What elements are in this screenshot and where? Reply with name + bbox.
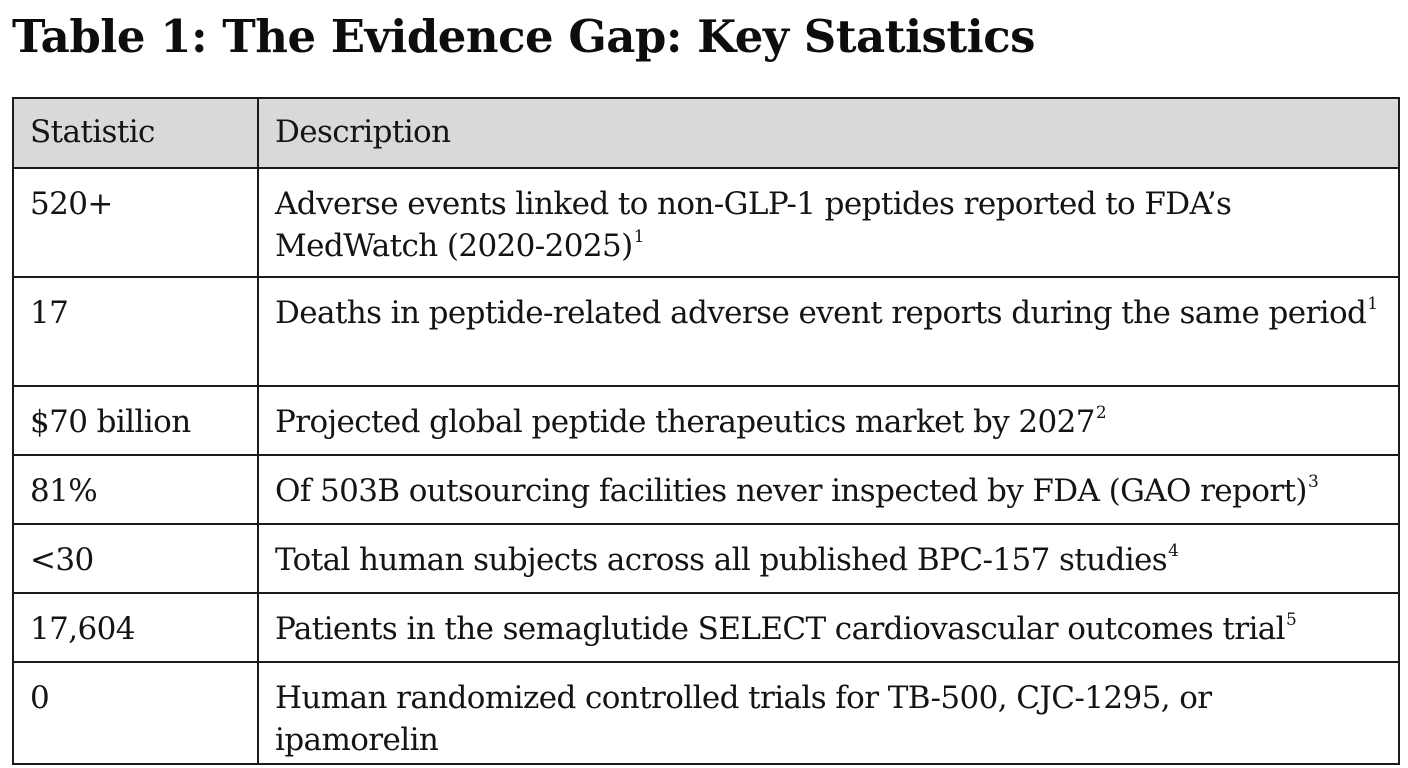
description-cell: Of 503B outsourcing facilities never ins…	[257, 454, 1400, 525]
description-cell: Human randomized controlled trials for T…	[257, 661, 1400, 765]
column-header-statistic: Statistic	[12, 97, 259, 169]
description-text: Total human subjects across all publishe…	[275, 542, 1168, 578]
footnote-marker: 1	[633, 227, 645, 247]
footnote-marker: 2	[1095, 403, 1107, 423]
footnote-marker: 1	[1367, 294, 1378, 314]
table-row: 0 Human randomized controlled trials for…	[12, 661, 1400, 765]
footnote-marker: 5	[1286, 610, 1297, 630]
statistics-table: Statistic Description 520+ Adverse event…	[12, 97, 1400, 765]
column-header-description: Description	[257, 97, 1400, 169]
statistic-cell: 17,604	[12, 592, 259, 663]
description-text: Adverse events linked to non-GLP-1 pepti…	[275, 186, 1232, 264]
table-row: 81% Of 503B outsourcing facilities never…	[12, 454, 1400, 525]
description-text: Of 503B outsourcing facilities never ins…	[275, 473, 1308, 509]
table-row: 520+ Adverse events linked to non-GLP-1 …	[12, 167, 1400, 278]
description-text: Projected global peptide therapeutics ma…	[275, 404, 1096, 440]
description-cell: Patients in the semaglutide SELECT cardi…	[257, 592, 1400, 663]
description-cell: Projected global peptide therapeutics ma…	[257, 385, 1400, 456]
description-text: Human randomized controlled trials for T…	[275, 680, 1212, 758]
description-cell: Adverse events linked to non-GLP-1 pepti…	[257, 167, 1400, 278]
table-title: Table 1: The Evidence Gap: Key Statistic…	[12, 10, 1036, 63]
table-row: 17,604 Patients in the semaglutide SELEC…	[12, 592, 1400, 663]
statistic-cell: 17	[12, 276, 259, 387]
statistic-cell: 0	[12, 661, 259, 765]
description-cell: Total human subjects across all publishe…	[257, 523, 1400, 594]
statistic-cell: <30	[12, 523, 259, 594]
footnote-marker: 3	[1307, 472, 1319, 492]
statistic-cell: 520+	[12, 167, 259, 278]
statistic-cell: 81%	[12, 454, 259, 525]
footnote-marker: 4	[1168, 541, 1179, 561]
table-row: <30 Total human subjects across all publ…	[12, 523, 1400, 594]
table-row: $70 billion Projected global peptide the…	[12, 385, 1400, 456]
table-row: 17 Deaths in peptide-related adverse eve…	[12, 276, 1400, 387]
table-header-row: Statistic Description	[12, 97, 1400, 169]
description-cell: Deaths in peptide-related adverse event …	[257, 276, 1400, 387]
description-text: Patients in the semaglutide SELECT cardi…	[275, 611, 1286, 647]
statistic-cell: $70 billion	[12, 385, 259, 456]
description-text: Deaths in peptide-related adverse event …	[275, 295, 1367, 331]
